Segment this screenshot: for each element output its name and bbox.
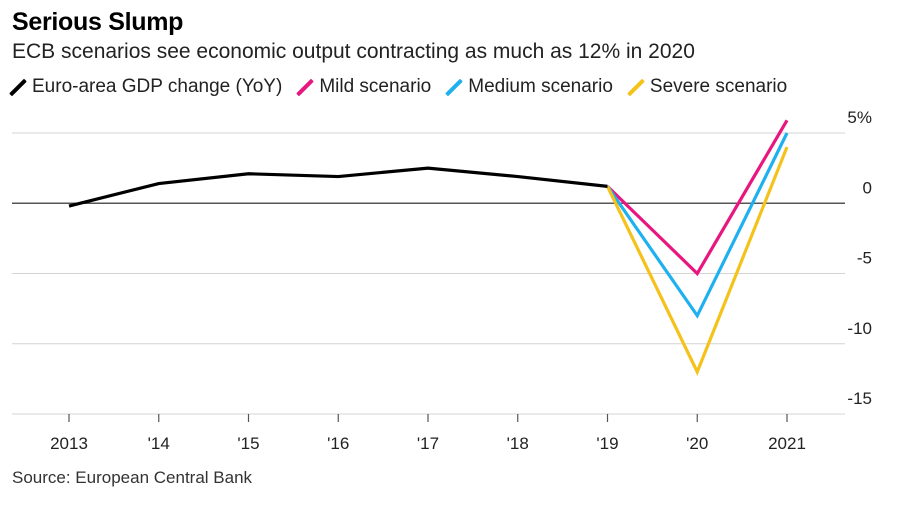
legend-item-severe: Severe scenario [627,76,788,98]
x-tick-label: '19 [596,434,618,453]
x-tick-label: '20 [686,434,708,453]
source-note: Source: European Central Bank [12,468,253,487]
x-tick-label: '16 [327,434,349,453]
chart-title: Serious Slump [12,8,184,36]
legend-item-gdp: Euro-area GDP change (YoY) [9,76,283,98]
x-tick-label: '17 [417,434,439,453]
x-tick-label: '18 [507,434,529,453]
legend-label-severe: Severe scenario [649,76,788,97]
legend: Euro-area GDP change (YoY) Mild scenario… [9,76,804,98]
chart-subtitle: ECB scenarios see economic output contra… [12,40,695,63]
legend-label-mild: Mild scenario [319,76,432,97]
x-tick-label: 2021 [768,434,806,453]
y-tick-label: 5% [847,108,872,127]
x-tick-label: 2013 [50,434,88,453]
legend-label-medium: Medium scenario [468,76,613,97]
y-tick-label: -10 [847,319,872,338]
x-tick-label: '15 [237,434,259,453]
x-tick-label: '14 [148,434,170,453]
legend-item-mild: Mild scenario [296,76,432,98]
y-tick-label: -15 [847,389,872,408]
series-line-mild-scenario [606,119,789,277]
legend-item-medium: Medium scenario [445,76,613,98]
y-tick-label: 0 [863,178,872,197]
y-tick-label: -5 [857,249,872,268]
series-line-euro-area-gdp-change-yoy [68,166,608,208]
series-line-medium-scenario [606,132,789,319]
series-line-severe-scenario [606,146,789,376]
legend-label-gdp: Euro-area GDP change (YoY) [32,76,283,97]
